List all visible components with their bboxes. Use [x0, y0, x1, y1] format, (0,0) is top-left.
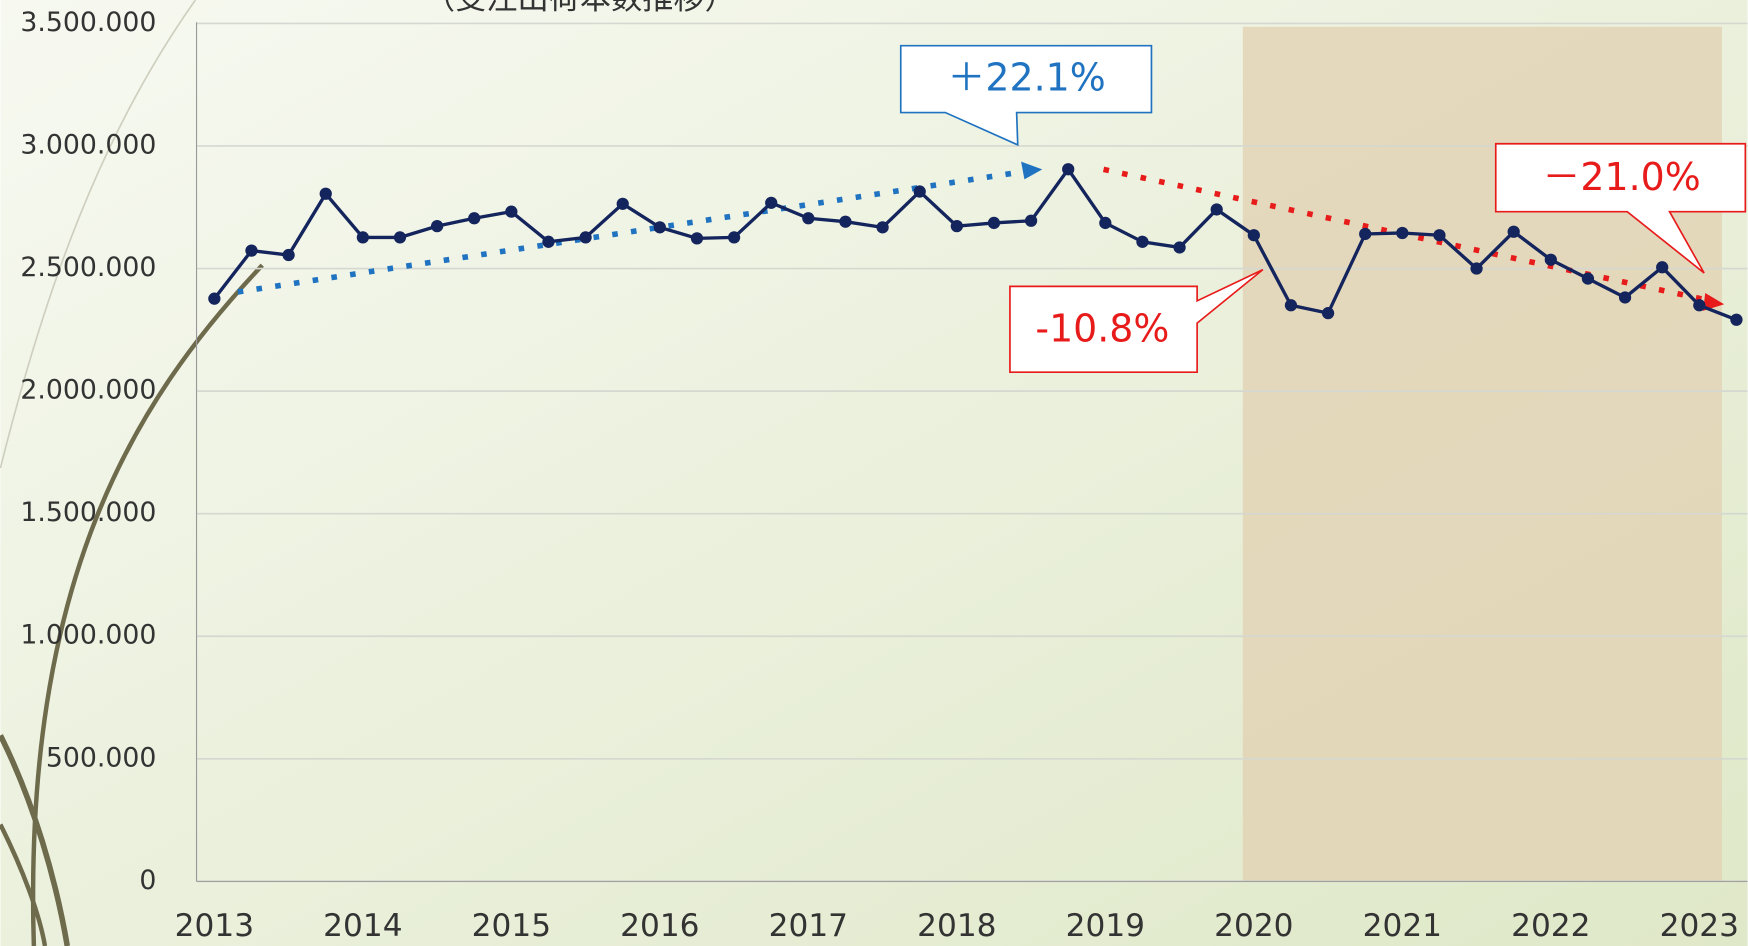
x-tick-label: 2020: [1214, 908, 1293, 944]
data-point: [1693, 299, 1706, 312]
data-point: [802, 212, 815, 225]
chart-title: （受注出荷本数推移）: [424, 0, 736, 17]
data-point: [208, 292, 221, 305]
data-point: [1507, 225, 1520, 238]
annotation: －21.0%: [1543, 155, 1701, 199]
data-point: [690, 232, 704, 245]
data-point: [468, 212, 481, 225]
y-tick-label: 2.000.000: [20, 375, 156, 406]
data-point: [1173, 241, 1186, 254]
data-point: [616, 197, 629, 210]
data-point: [876, 221, 889, 234]
data-point: [282, 248, 295, 262]
callout-box: [1009, 268, 1264, 373]
x-tick-label: 2016: [620, 908, 699, 944]
x-tick-label: 2018: [917, 908, 996, 944]
data-point: [1321, 307, 1335, 320]
data-point: [1581, 272, 1595, 285]
data-point: [1284, 299, 1298, 312]
data-point: [950, 219, 963, 233]
data-point: [1099, 216, 1112, 230]
data-point: [727, 231, 741, 244]
x-tick-label: 2017: [769, 908, 848, 944]
trend-down-head: [1703, 293, 1725, 311]
annotation: ＋22.1%: [948, 56, 1106, 100]
y-tick-label: 2.500.000: [20, 252, 156, 283]
data-point: [1210, 203, 1223, 216]
callout-box: [899, 44, 1153, 147]
data-point: [913, 185, 926, 198]
data-point: [430, 219, 444, 233]
data-point: [987, 216, 1001, 230]
callout-box: [1494, 142, 1747, 274]
y-tick-label: 0: [139, 865, 156, 896]
data-point: [1433, 229, 1446, 242]
series-line: [213, 166, 1738, 322]
y-tick-label: 1.500.000: [20, 497, 156, 528]
data-point: [579, 231, 592, 244]
data-point: [839, 215, 852, 228]
data-point: [1618, 291, 1632, 304]
data-point: [393, 231, 407, 244]
data-point: [1470, 262, 1483, 275]
x-tick-label: 2014: [323, 908, 402, 944]
data-point: [319, 187, 332, 200]
x-tick-label: 2013: [175, 908, 254, 944]
data-point: [1136, 235, 1149, 248]
annotation: -10.8%: [1035, 306, 1169, 350]
data-point: [1024, 214, 1038, 227]
data-point: [542, 235, 555, 248]
data-point: [1544, 253, 1557, 266]
data-point: [1062, 163, 1075, 176]
y-tick-label: 1.000.000: [20, 620, 156, 651]
data-point: [1247, 229, 1260, 242]
y-tick-label: 500.000: [46, 742, 157, 773]
y-tick-label: 3.500.000: [20, 7, 156, 38]
data-point: [505, 205, 518, 218]
y-tick-label: 3.000.000: [20, 129, 156, 160]
trend-up: [237, 167, 1032, 295]
x-tick-label: 2021: [1363, 908, 1442, 944]
data-point: [653, 221, 666, 234]
data-point: [1359, 227, 1372, 241]
data-point: [1396, 226, 1409, 240]
data-point: [1730, 313, 1743, 326]
x-tick-label: 2015: [472, 908, 551, 944]
data-point: [1656, 261, 1669, 274]
data-point: [245, 244, 258, 257]
x-tick-label: 2019: [1066, 908, 1145, 944]
x-tick-label: 2023: [1660, 908, 1739, 944]
data-point: [356, 231, 369, 244]
x-tick-label: 2022: [1511, 908, 1590, 944]
data-point: [765, 196, 778, 209]
trend-up-head: [1021, 161, 1043, 180]
decor-curves: [0, 0, 264, 946]
